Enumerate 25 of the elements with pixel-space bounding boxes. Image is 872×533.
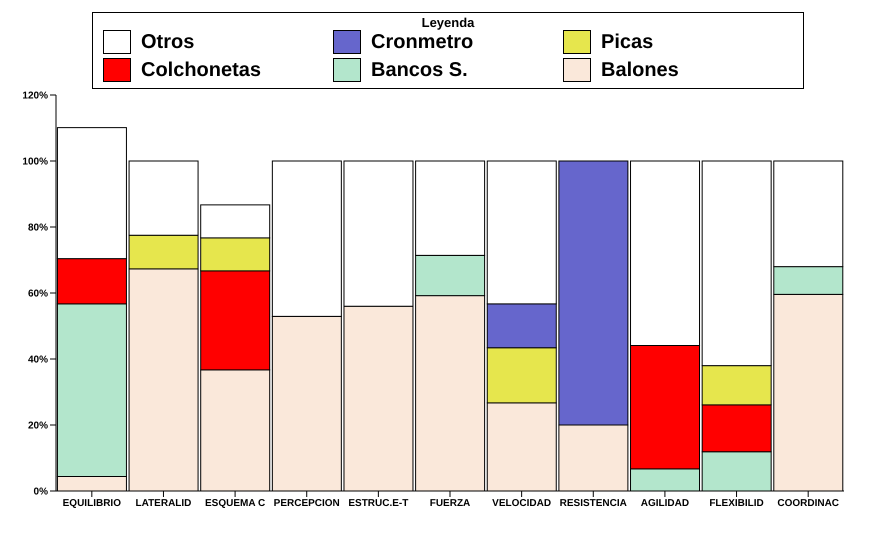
x-tick-label: FLEXIBILID bbox=[709, 498, 764, 510]
legend-label: Cronmetro bbox=[371, 30, 474, 54]
y-tick-label: 100% bbox=[22, 156, 48, 168]
x-tick-label: AGILIDAD bbox=[640, 498, 690, 510]
x-tick-label: LATERALID bbox=[135, 498, 192, 510]
y-tick-label: 120% bbox=[22, 90, 48, 102]
y-tick-label: 20% bbox=[28, 420, 48, 432]
x-tick-label: RESISTENCIA bbox=[560, 498, 627, 510]
x-tick-label: VELOCIDAD bbox=[492, 498, 552, 510]
x-tick-label: COORDINAC bbox=[777, 498, 840, 510]
legend-label: Bancos S. bbox=[371, 58, 468, 82]
y-tick-label: 40% bbox=[28, 354, 48, 366]
x-tick-label: EQUILIBRIO bbox=[62, 498, 122, 510]
y-tick-label: 0% bbox=[34, 486, 48, 498]
x-tick-label: ESTRUC.E-T bbox=[348, 498, 408, 510]
legend-label: Otros bbox=[141, 30, 194, 54]
legend-title: Leyenda bbox=[420, 15, 476, 30]
x-tick-label: ESQUEMA C bbox=[204, 498, 266, 510]
legend-label: Colchonetas bbox=[141, 58, 262, 82]
x-tick-label: FUERZA bbox=[430, 498, 470, 510]
x-tick-label: PERCEPCION bbox=[274, 498, 340, 510]
legend-label: Picas bbox=[601, 30, 654, 54]
legend-label: Balones bbox=[601, 58, 679, 82]
y-tick-label: 80% bbox=[28, 222, 48, 234]
y-tick-label: 60% bbox=[28, 288, 48, 300]
